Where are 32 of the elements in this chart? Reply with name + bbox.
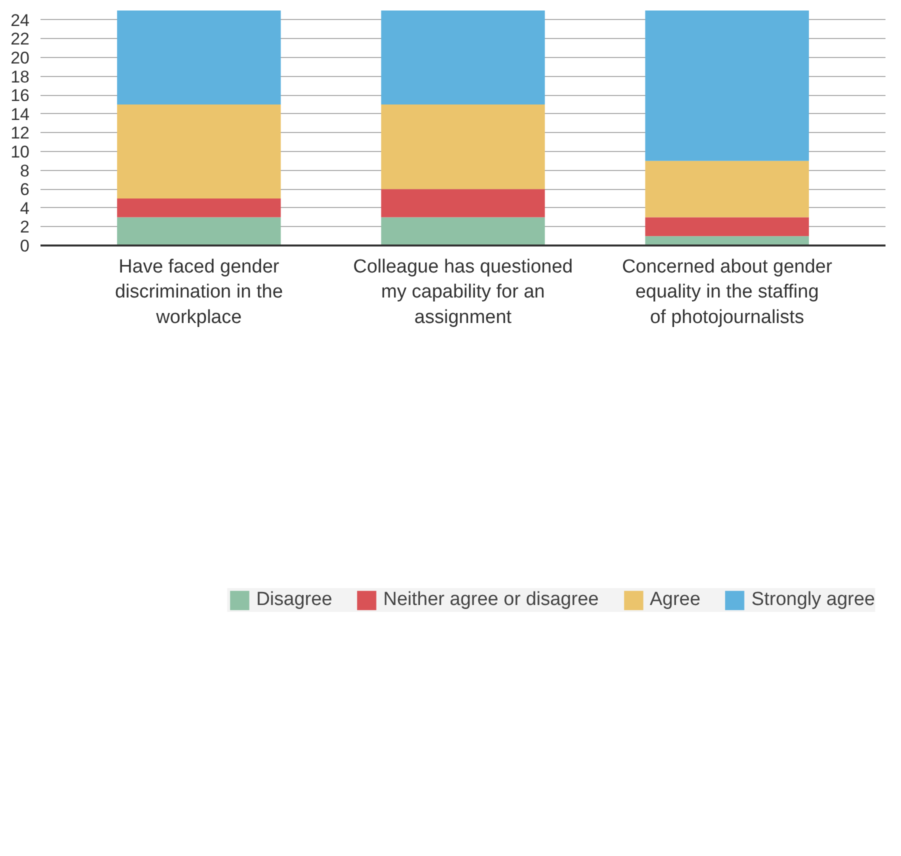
bar	[117, 217, 281, 246]
bar	[117, 198, 281, 218]
y-tick-label: 12	[10, 124, 30, 143]
y-tick-label: 2	[20, 218, 30, 237]
bar	[381, 217, 545, 246]
x-tick-label: Have faced gender discrimination in the workplace	[114, 256, 283, 328]
y-tick-label: 8	[20, 161, 30, 180]
y-tick-label: 24	[10, 10, 30, 30]
bar	[645, 160, 809, 218]
legend-label: Neither agree or disagree	[383, 589, 599, 611]
legend-label: Agree	[650, 589, 700, 611]
x-tick-label: Concerned about gender equality in the staffing of photojournalists	[622, 256, 833, 328]
y-tick-label: 10	[10, 142, 30, 162]
legend-label: Strongly agree	[751, 589, 875, 611]
y-tick-label: 18	[10, 67, 30, 86]
x-tick-label: Colleague has questioned my capability for an assignment	[353, 256, 573, 328]
y-tick-label: 4	[20, 198, 30, 218]
bar	[117, 104, 281, 198]
bar	[117, 10, 281, 104]
bar	[381, 10, 545, 104]
y-tick-label: 16	[10, 86, 30, 106]
y-tick-label: 20	[10, 48, 30, 68]
y-tick-label: 22	[10, 30, 30, 49]
bar	[645, 236, 809, 246]
y-tick-label: 6	[20, 180, 30, 200]
bar	[645, 217, 809, 236]
legend-label: Disagree	[256, 589, 332, 611]
bar	[381, 104, 545, 190]
y-tick-label: 14	[10, 104, 30, 124]
y-tick-label: 0	[20, 236, 30, 256]
bar	[645, 10, 809, 161]
bar	[381, 189, 545, 218]
